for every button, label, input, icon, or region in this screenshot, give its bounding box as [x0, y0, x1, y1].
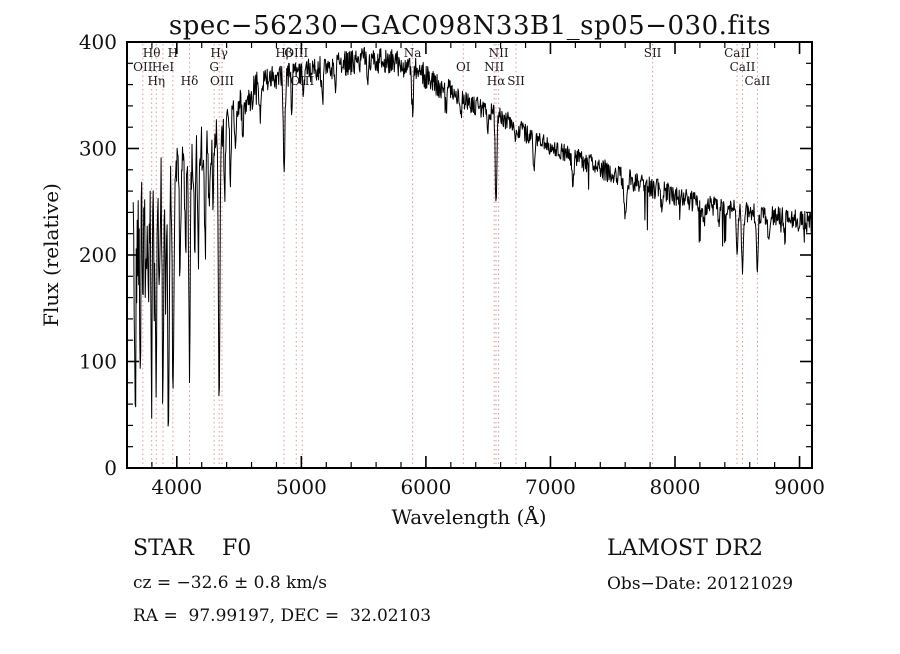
spectral-line-label: Na	[404, 46, 422, 60]
y-tick-label: 200	[79, 243, 117, 267]
x-tick-label: 8000	[650, 475, 701, 499]
y-axis-label: Flux (relative)	[39, 183, 63, 327]
y-tick-label: 0	[104, 456, 117, 480]
spectral-line-label: OI	[456, 60, 471, 74]
spectral-line-label: OIII	[284, 46, 308, 60]
y-tick-label: 400	[79, 30, 117, 54]
x-tick-label: 5000	[276, 475, 327, 499]
spectral-line-label: G	[209, 60, 219, 74]
spectral-line-label: OII	[133, 60, 153, 74]
spectral-line-label: Hδ	[181, 74, 199, 88]
spectral-line-label: CaII	[724, 46, 750, 60]
spectral-line-label: SII	[507, 74, 525, 88]
x-tick-label: 9000	[774, 475, 825, 499]
spectral-line-label: Hθ	[143, 46, 161, 60]
spectral-line-label: SII	[644, 46, 662, 60]
survey-label: LAMOST DR2	[607, 536, 763, 561]
cz-value: cz = −32.6 ± 0.8 km/s	[133, 573, 327, 593]
spectral-line-label: Hα	[487, 74, 506, 88]
spectral-line-label: Hβ	[275, 46, 292, 60]
spectral-line-label: H	[168, 46, 178, 60]
spectral-line-label: HeI	[152, 60, 175, 74]
spectral-line-label: OIII	[210, 74, 234, 88]
spectral-line-label: NII	[484, 60, 504, 74]
x-axis-label: Wavelength (Å)	[391, 504, 546, 529]
x-tick-label: 4000	[151, 475, 202, 499]
spectral-line-label: NII	[489, 46, 509, 60]
spectrum-line	[132, 47, 813, 427]
x-tick-label: 6000	[400, 475, 451, 499]
spectral-line-label: CaII	[745, 74, 771, 88]
obs-date-value: Obs−Date: 20121029	[607, 574, 794, 594]
chart-title: spec−56230−GAC098N33B1_sp05−030.fits	[169, 11, 771, 41]
y-tick-label: 300	[79, 137, 117, 161]
spectral-line-label: Hη	[147, 74, 165, 88]
spectral-line-label: CaII	[730, 60, 756, 74]
spectral-line-label: Hγ	[210, 46, 228, 60]
y-tick-label: 100	[79, 350, 117, 374]
x-tick-label: 7000	[525, 475, 576, 499]
coordinates-value: RA = 97.99197, DEC = 32.02103	[133, 606, 432, 626]
object-class-label: STAR F0	[133, 536, 252, 561]
